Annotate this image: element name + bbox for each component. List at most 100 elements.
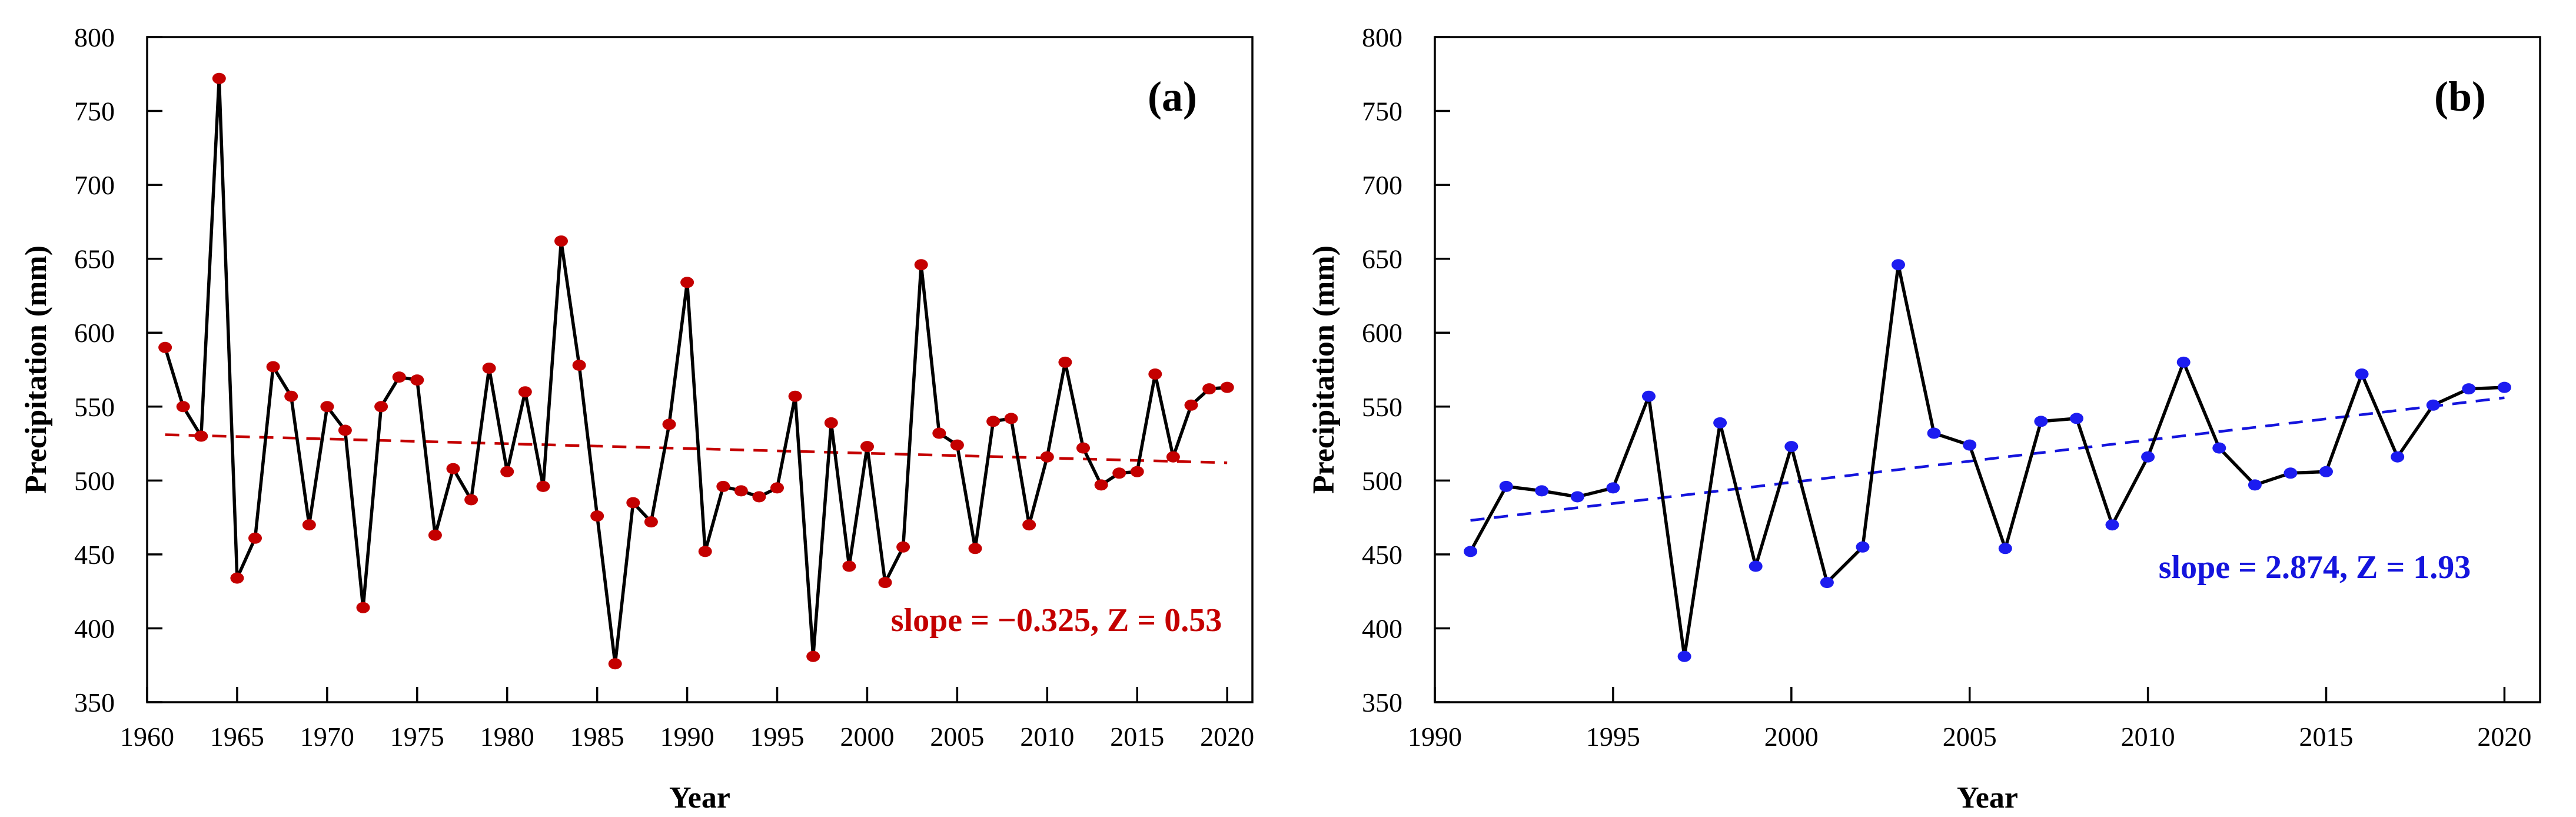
y-tick-label: 800	[1362, 22, 1402, 52]
x-tick-label: 1990	[660, 722, 714, 752]
data-point	[644, 516, 658, 528]
chart-svg: 350 400 450 500 550 600 650 700 750 800 1960 1965 19…	[19, 22, 1254, 815]
data-point	[2319, 466, 2333, 477]
data-point	[770, 482, 784, 494]
panel-letter: (b)	[2434, 73, 2486, 120]
x-axis-title: Year	[1957, 781, 2018, 815]
data-point	[266, 361, 280, 373]
data-point	[680, 277, 694, 288]
y-tick-label: 800	[74, 22, 115, 52]
data-point	[2034, 416, 2048, 427]
x-tick-label: 2000	[1764, 722, 1819, 752]
data-point	[2462, 383, 2476, 395]
data-point	[824, 417, 838, 429]
data-point	[2497, 381, 2511, 393]
data-point	[212, 72, 226, 84]
data-point	[860, 441, 874, 453]
data-point	[158, 341, 172, 353]
trend-line	[1470, 396, 2505, 522]
y-tick-label: 700	[1362, 170, 1402, 200]
trend-annotation: slope = −0.325, Z = 0.53	[891, 602, 1222, 639]
data-point	[500, 466, 514, 477]
x-tick-label: 1970	[300, 722, 354, 752]
y-tick-label: 550	[74, 392, 115, 422]
y-tick-label: 650	[1362, 244, 1402, 274]
data-point	[1963, 439, 1977, 451]
plot-frame	[146, 36, 1254, 703]
data-point	[716, 480, 730, 492]
y-tick-label: 650	[74, 244, 115, 274]
data-point	[608, 658, 622, 670]
data-point	[734, 485, 748, 497]
data-point	[464, 494, 478, 506]
x-tick-label: 2015	[1110, 722, 1164, 752]
trend-line	[165, 433, 1228, 464]
data-point	[1677, 650, 1691, 662]
data-point	[986, 416, 1001, 427]
data-point	[1094, 479, 1108, 491]
data-point	[950, 439, 964, 451]
panel-b: 350 400 450 500 550 600 650 700 750 800 1990 1995 20…	[1288, 0, 2575, 817]
data-point	[230, 572, 244, 584]
data-point	[1784, 441, 1799, 453]
data-point	[1004, 413, 1018, 424]
data-line	[163, 77, 1229, 666]
data-point	[932, 427, 946, 439]
y-tick-label: 500	[1362, 466, 1402, 496]
data-point	[2426, 399, 2440, 411]
y-axis-title: Precipitation (mm)	[1307, 245, 1341, 494]
data-point	[1058, 356, 1072, 368]
data-point	[590, 510, 604, 522]
data-point	[374, 401, 388, 413]
data-point	[2070, 413, 2083, 424]
x-tick-label: 1985	[570, 722, 624, 752]
data-point	[2355, 368, 2369, 380]
x-tick-label: 1995	[1586, 722, 1640, 752]
data-point	[2176, 356, 2191, 368]
data-point	[1040, 451, 1054, 463]
panel-a: 350 400 450 500 550 600 650 700 750 800 1960 1965 19…	[19, 22, 1254, 815]
data-point	[1892, 259, 1905, 271]
x-tick-label: 2015	[2299, 722, 2354, 752]
panel-letter: (a)	[1148, 73, 1197, 120]
x-tick-label: 1995	[750, 722, 805, 752]
data-point	[554, 235, 568, 247]
data-point	[1220, 381, 1234, 393]
data-point	[1713, 417, 1727, 429]
data-point	[338, 424, 352, 436]
x-tick-label: 2010	[1020, 722, 1074, 752]
data-point	[320, 401, 334, 413]
data-point	[1856, 541, 1870, 553]
y-tick-label: 400	[1362, 613, 1402, 643]
data-point	[176, 401, 190, 413]
y-tick-label: 450	[1362, 540, 1402, 570]
data-point	[968, 543, 982, 554]
data-point	[1642, 390, 1656, 402]
x-tick-label: 2020	[1200, 722, 1254, 752]
data-point	[1022, 519, 1036, 531]
x-tick-label: 1960	[120, 722, 174, 752]
data-line	[1468, 263, 2507, 658]
data-point	[1202, 383, 1216, 395]
data-point	[752, 491, 766, 503]
data-point	[248, 532, 262, 544]
y-tick-label: 550	[1362, 392, 1402, 422]
data-point	[1148, 368, 1162, 380]
x-tick-label: 1980	[480, 722, 534, 752]
y-tick-label: 350	[74, 688, 115, 718]
chart-svg: 350 400 450 500 550 600 650 700 750 800 1990 1995 20…	[1307, 22, 2541, 815]
data-point	[392, 371, 406, 383]
trend-annotation: slope = 2.874, Z = 1.93	[2159, 549, 2471, 586]
y-tick-label: 500	[74, 466, 115, 496]
y-tick-label: 750	[1362, 97, 1402, 127]
data-point	[1112, 467, 1126, 479]
data-point	[410, 374, 424, 386]
data-point	[2391, 451, 2405, 463]
data-point	[1606, 482, 1620, 494]
data-point	[356, 602, 370, 613]
x-tick-label: 1990	[1408, 722, 1462, 752]
x-tick-label: 2005	[930, 722, 984, 752]
x-tick-label: 2020	[2477, 722, 2531, 752]
data-point	[1184, 399, 1198, 411]
